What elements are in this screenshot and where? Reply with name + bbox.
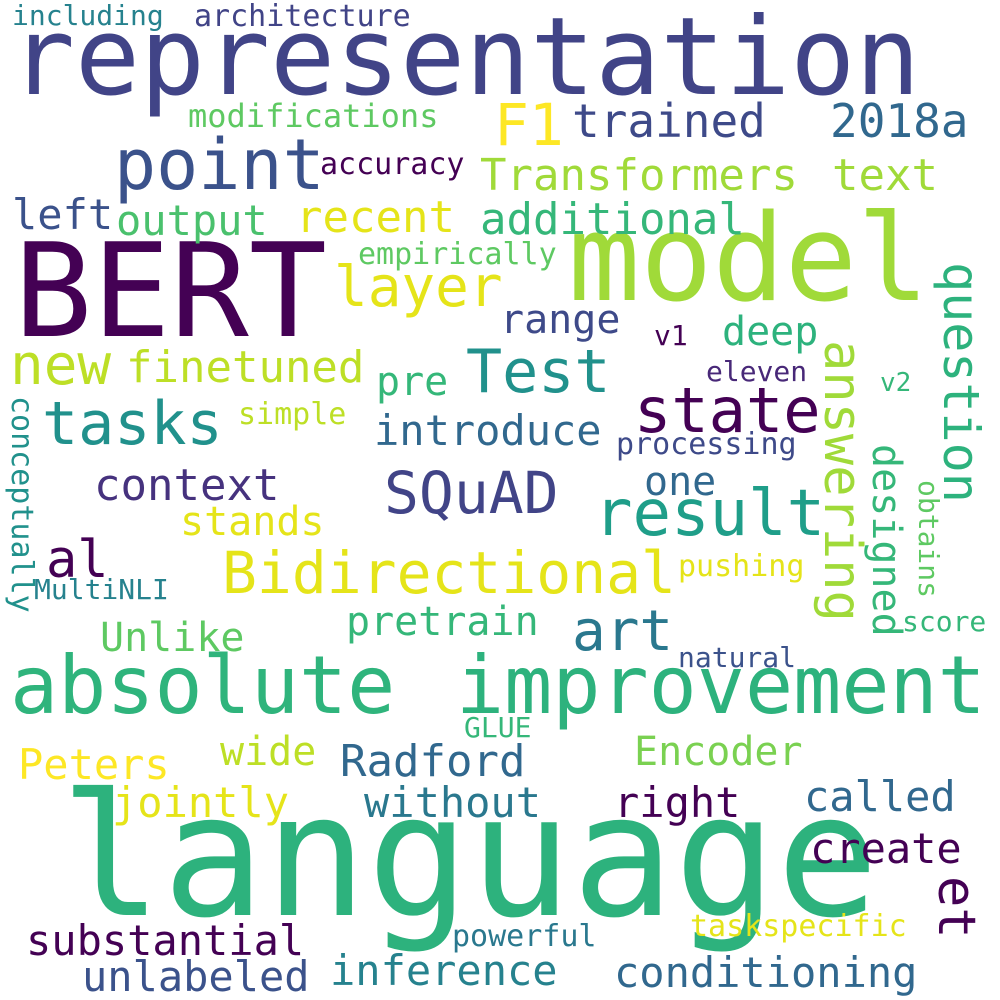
word-inference: inference xyxy=(330,946,558,995)
word-et: et xyxy=(926,876,986,939)
word-result: result xyxy=(594,477,826,551)
word-right: right xyxy=(614,778,741,827)
word-state: state xyxy=(634,374,821,447)
word-radford: Radford xyxy=(340,736,526,787)
word-called: called xyxy=(804,772,956,821)
word-new: new xyxy=(10,333,112,398)
word-text: text xyxy=(832,150,938,201)
word-pre: pre xyxy=(376,359,449,405)
word-substantial: substantial xyxy=(26,916,305,965)
word-language: language xyxy=(60,758,879,956)
word-modifications: modifications xyxy=(188,97,439,135)
word-without: without xyxy=(364,778,542,827)
word-f1: F1 xyxy=(494,91,564,159)
word-pretrain: pretrain xyxy=(346,599,539,645)
word-recent: recent xyxy=(296,192,455,243)
word-eleven: eleven xyxy=(706,355,808,388)
word-score: score xyxy=(902,605,987,638)
word-improvement: improvement xyxy=(456,639,986,732)
word-bert: BERT xyxy=(14,215,328,367)
word-model: model xyxy=(568,190,930,329)
word-obtains: obtains xyxy=(912,480,945,599)
word-squad: SQuAD xyxy=(384,459,559,527)
word-jointly: jointly xyxy=(112,778,290,827)
word-empirically: empirically xyxy=(358,237,557,272)
word-architecture: architecture xyxy=(194,0,411,34)
word-answering: answering xyxy=(812,340,872,622)
word-stands: stands xyxy=(180,499,325,545)
word-processing: processing xyxy=(616,427,797,462)
word-introduce: introduce xyxy=(374,406,602,455)
word-left: left xyxy=(12,190,114,239)
word-layer: layer xyxy=(334,255,503,320)
word-context: context xyxy=(94,460,280,511)
word-art: art xyxy=(572,599,674,664)
word-trained: trained xyxy=(572,94,766,148)
word-transformers: Transformers xyxy=(480,150,798,201)
word-one: one xyxy=(644,459,717,505)
word-finetuned: finetuned xyxy=(126,342,365,393)
word-designed: designed xyxy=(863,444,909,637)
word-additional: additional xyxy=(480,194,745,245)
word-pushing: pushing xyxy=(678,549,805,584)
word-accuracy: accuracy xyxy=(320,147,465,182)
word-absolute: absolute xyxy=(10,639,396,732)
word-peters: Peters xyxy=(18,740,170,789)
word-encoder: Encoder xyxy=(634,729,803,775)
word-simple: simple xyxy=(238,397,347,432)
word-point: point xyxy=(114,124,325,206)
word-create: create xyxy=(810,824,962,873)
word-al: al xyxy=(46,530,109,590)
word-multinli: MultiNLI xyxy=(34,573,169,606)
word-unlabeled: unlabeled xyxy=(82,952,310,1000)
word-glue: GLUE xyxy=(464,711,532,744)
word-taskspecific: taskspecific xyxy=(690,909,907,944)
word-conceptually: conceptually xyxy=(4,396,39,613)
word-unlike: Unlike xyxy=(100,615,245,661)
word-tasks: tasks xyxy=(42,389,223,459)
word-including: including xyxy=(12,0,164,32)
word-test: Test xyxy=(466,337,611,407)
word-bidirectional: Bidirectional xyxy=(222,539,676,607)
word-conditioning: conditioning xyxy=(614,948,918,997)
word-natural: natural xyxy=(678,641,797,674)
word-v1: v1 xyxy=(654,319,688,352)
word-range: range xyxy=(500,297,621,343)
word-2018a: 2018a xyxy=(830,94,969,148)
word-powerful: powerful xyxy=(452,919,597,954)
word-deep: deep xyxy=(722,309,819,355)
word-wide: wide xyxy=(220,729,317,775)
word-output: output xyxy=(116,196,268,245)
word-question: question xyxy=(932,262,990,503)
word-v2: v2 xyxy=(880,368,912,398)
word-representation: representation xyxy=(10,0,921,120)
